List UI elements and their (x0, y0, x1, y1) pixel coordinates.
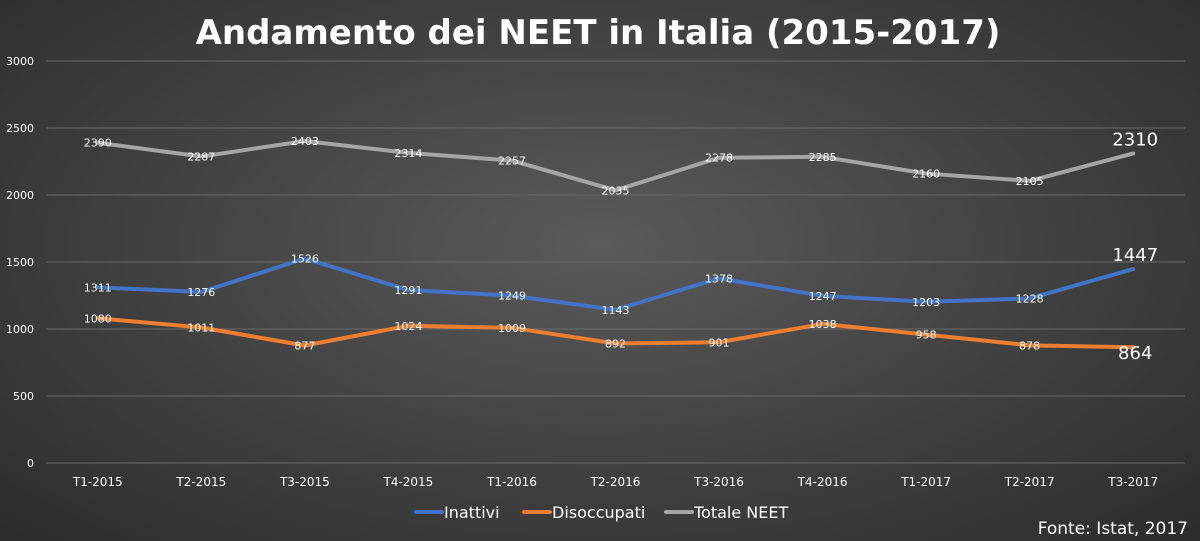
x-tick-label: T2-2017 (1004, 475, 1055, 489)
data-label: 864 (1118, 343, 1152, 364)
x-axis: T1-2015 T2-2015 T3-2015 T4-2015 T1-2016 T2-20… (72, 475, 1158, 489)
data-label: 1311 (84, 281, 112, 294)
data-label: 1291 (394, 284, 422, 297)
data-label: 877 (294, 339, 315, 352)
data-label: 2035 (602, 184, 630, 197)
x-tick-label: T3-2016 (693, 475, 744, 489)
source-note: Fonte: Istat, 2017 (1037, 519, 1188, 539)
data-label: 1038 (809, 318, 837, 331)
data-label: 2278 (705, 152, 733, 165)
data-label: 1276 (187, 286, 215, 299)
x-tick-label: T1-2015 (72, 475, 123, 489)
y-tick-label: 1000 (6, 323, 34, 336)
data-label: 1009 (498, 322, 526, 335)
data-label: 1011 (187, 322, 215, 335)
x-tick-label: T2-2016 (590, 475, 641, 489)
y-tick-label: 2500 (6, 122, 34, 135)
legend-label: Inattivi (444, 503, 500, 522)
data-label: 2160 (912, 168, 940, 181)
x-tick-label: T1-2017 (900, 475, 951, 489)
y-axis: 0 500 1000 1500 2000 2500 3000 (6, 55, 34, 470)
series-lines (95, 138, 1136, 350)
series-line (95, 256, 1136, 312)
data-label: 2403 (291, 135, 319, 148)
y-tick-label: 2000 (6, 189, 34, 202)
data-label: 1249 (498, 290, 526, 303)
x-tick-label: T4-2015 (382, 475, 433, 489)
data-label: 1526 (291, 253, 319, 266)
x-tick-label: T1-2016 (486, 475, 537, 489)
x-tick-label: T3-2015 (279, 475, 330, 489)
gridlines (46, 60, 1185, 464)
data-label: 2310 (1112, 129, 1158, 150)
data-label: 1447 (1112, 245, 1158, 266)
data-label: 878 (1019, 339, 1040, 352)
data-label: 2257 (498, 155, 526, 168)
data-label: 2285 (809, 151, 837, 164)
data-label: 901 (709, 336, 730, 349)
y-tick-label: 1500 (6, 256, 34, 269)
x-tick-label: T2-2015 (175, 475, 226, 489)
legend-label: Disoccupati (552, 503, 645, 522)
chart-title: Andamento dei NEET in Italia (2015-2017) (196, 13, 1001, 53)
data-label: 1024 (394, 320, 422, 333)
data-label: 1228 (1016, 292, 1044, 305)
y-tick-label: 500 (13, 390, 34, 403)
data-label: 1247 (809, 290, 837, 303)
data-label: 2314 (394, 147, 422, 160)
legend: Inattivi Disoccupati Totale NEET (414, 503, 788, 522)
y-tick-label: 0 (27, 457, 34, 470)
data-label: 892 (605, 337, 626, 350)
y-tick-label: 3000 (6, 55, 34, 68)
series-line (95, 138, 1136, 193)
series-line (95, 316, 1136, 350)
legend-label: Totale NEET (693, 503, 788, 522)
data-labels: 1311 1276 1526 1291 1249 1143 1378 1247 1203 1228… (84, 129, 1158, 364)
data-label: 2105 (1016, 175, 1044, 188)
x-tick-label: T4-2016 (797, 475, 848, 489)
data-label: 2390 (84, 137, 112, 150)
data-label: 1203 (912, 296, 940, 309)
data-label: 1378 (705, 272, 733, 285)
data-label: 1080 (84, 312, 112, 325)
data-label: 2287 (187, 151, 215, 164)
x-tick-label: T3-2017 (1107, 475, 1158, 489)
data-label: 1143 (602, 304, 630, 317)
data-label: 958 (916, 329, 937, 342)
